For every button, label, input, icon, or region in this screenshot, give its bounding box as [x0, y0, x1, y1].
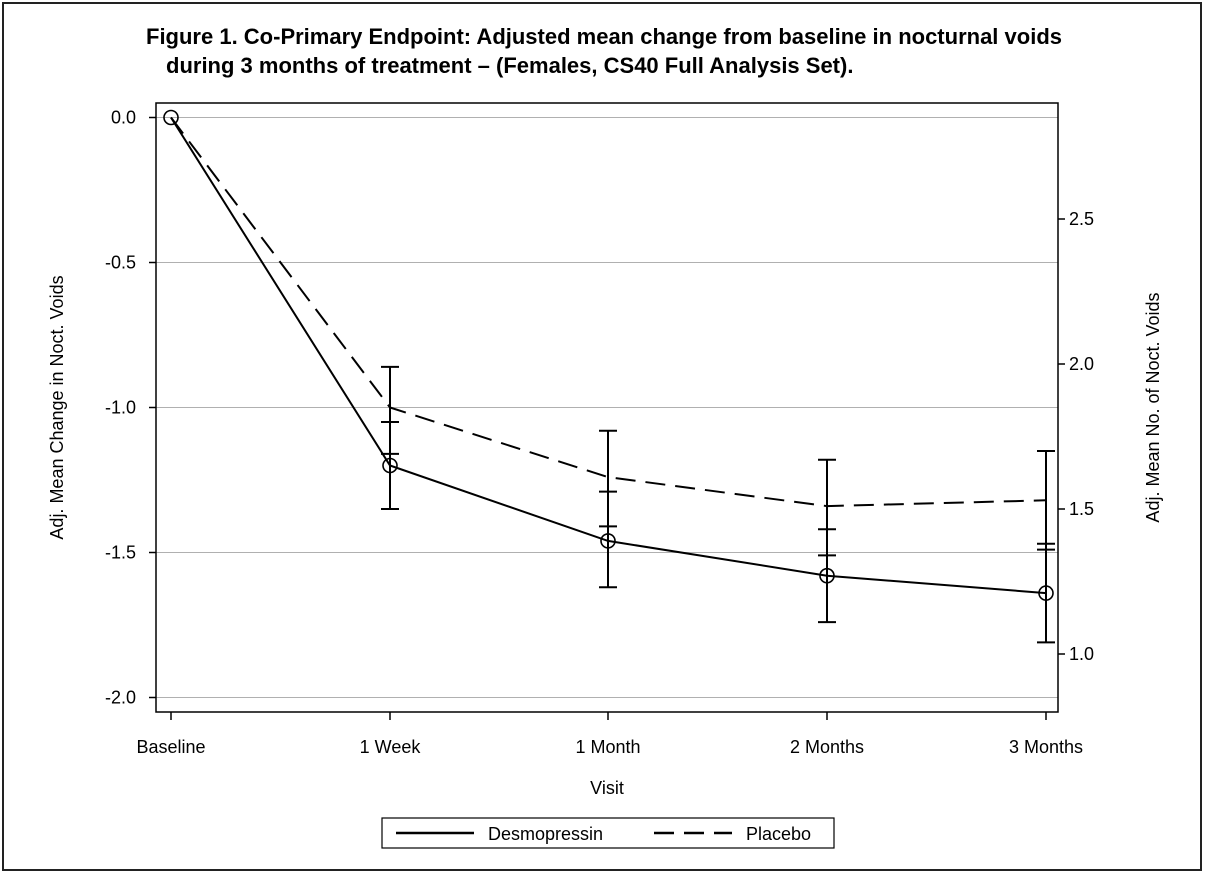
x-tick-label: 1 Month — [575, 737, 640, 757]
y2-tick-label: 2.0 — [1069, 354, 1094, 374]
y2-tick-label: 1.0 — [1069, 644, 1094, 664]
x-tick-label: 2 Months — [790, 737, 864, 757]
x-tick-label: 3 Months — [1009, 737, 1083, 757]
x-tick-label: Baseline — [136, 737, 205, 757]
y2-tick-label: 2.5 — [1069, 209, 1094, 229]
y-tick-label: -1.5 — [105, 543, 136, 563]
y2-tick-label: 1.5 — [1069, 499, 1094, 519]
y-tick-label: 0.0 — [111, 108, 136, 128]
y2-axis-label: Adj. Mean No. of Noct. Voids — [1143, 292, 1163, 522]
x-tick-label: 1 Week — [360, 737, 422, 757]
legend-label: Desmopressin — [488, 824, 603, 844]
chart-area: 0.0 -0.5 -1.0 -1.5 -2.0 2.5 2.0 1.5 1.0 Baseline 1… — [0, 0, 1208, 877]
y-axis-label: Adj. Mean Change in Noct. Voids — [47, 275, 67, 539]
legend-label: Placebo — [746, 824, 811, 844]
y-tick-label: -2.0 — [105, 688, 136, 708]
y-tick-label: -0.5 — [105, 253, 136, 273]
y-tick-label: -1.0 — [105, 398, 136, 418]
x-axis-label: Visit — [590, 778, 624, 798]
